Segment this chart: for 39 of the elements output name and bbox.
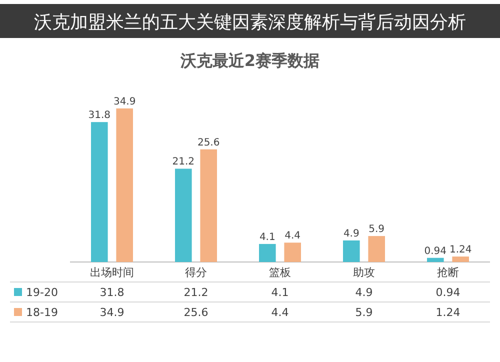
- x-tick-label: 助攻: [353, 266, 375, 279]
- data-label: 25.6: [197, 137, 220, 148]
- data-label: 0.94: [424, 246, 447, 257]
- text: 31.8: [100, 286, 124, 299]
- x-tick-label: 出场时间: [90, 266, 134, 279]
- text: 4.9: [355, 286, 373, 299]
- x-tick-label: 得分: [185, 266, 207, 279]
- x-tick-label: 篮板: [269, 266, 291, 279]
- text: 4.4: [271, 306, 289, 319]
- bar: [452, 256, 469, 262]
- text: 21.2: [184, 286, 208, 299]
- bar: [175, 168, 192, 262]
- chart-title: 沃克最近2赛季数据: [179, 51, 320, 70]
- bar: [91, 122, 108, 262]
- text: 4.1: [271, 286, 289, 299]
- x-tick-label: 抢断: [437, 266, 459, 279]
- text: 0.94: [436, 286, 460, 299]
- legend-label: 19-20: [26, 286, 58, 299]
- legend-label: 18-19: [26, 306, 58, 319]
- data-label: 4.4: [284, 230, 301, 242]
- text: 34.9: [100, 306, 124, 319]
- data-label: 4.9: [343, 228, 360, 240]
- chart-subtitle: 沃克加盟米兰的五大关键因素深度解析与背后动因分析: [34, 12, 466, 33]
- data-label: 5.9: [368, 224, 385, 236]
- data-label: 31.8: [88, 110, 111, 122]
- text: 1.24: [436, 306, 460, 319]
- data-label: 1.24: [449, 244, 472, 256]
- bar: [343, 240, 360, 262]
- bar: [259, 244, 276, 262]
- text: 5.9: [355, 306, 373, 319]
- data-label: 4.1: [259, 232, 276, 243]
- data-label: 34.9: [113, 96, 136, 108]
- text: 25.6: [184, 306, 208, 319]
- data-label: 21.2: [172, 156, 195, 168]
- bar: [427, 258, 444, 262]
- bar: [284, 242, 301, 262]
- bar: [368, 236, 385, 262]
- bar: [116, 108, 133, 262]
- bar: [200, 149, 217, 262]
